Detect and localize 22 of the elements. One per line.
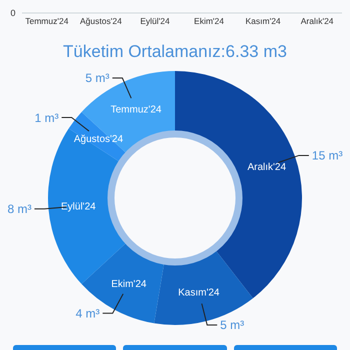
slice-label: Temmuz'24 bbox=[110, 104, 162, 116]
data-label: 4 m³ bbox=[76, 306, 100, 320]
slice-label: Kasım'24 bbox=[178, 288, 220, 299]
chart-title: Tüketim Ortalamanız:6.33 m3 bbox=[63, 42, 287, 61]
category-label: Kasım'24 bbox=[245, 16, 281, 26]
slice-label: Ekim'24 bbox=[111, 278, 147, 290]
slice-label: Eylül'24 bbox=[60, 202, 96, 213]
donut-slice bbox=[82, 243, 164, 324]
data-label: 5 m³ bbox=[85, 71, 110, 86]
slice-label: Ağustos'24 bbox=[74, 134, 124, 145]
category-label: Temmuz'24 bbox=[25, 16, 69, 26]
donut-slice bbox=[175, 71, 302, 298]
slice-label: Aralık'24 bbox=[247, 162, 286, 174]
data-label: 5 m³ bbox=[220, 318, 244, 332]
category-label: Eylül'24 bbox=[140, 16, 170, 26]
data-label: 15 m³ bbox=[312, 148, 343, 163]
category-label: Aralık'24 bbox=[300, 16, 334, 26]
data-label: 1 m³ bbox=[34, 110, 59, 125]
text: 0 bbox=[10, 8, 16, 18]
category-label: Ekim'24 bbox=[194, 16, 224, 26]
data-label: 8 m³ bbox=[7, 202, 32, 216]
category-label: Ağustos'24 bbox=[80, 16, 122, 26]
